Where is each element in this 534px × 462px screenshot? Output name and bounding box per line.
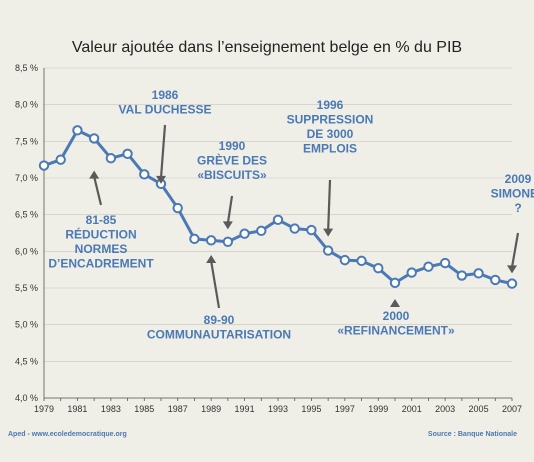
annotation-arrowhead [156, 175, 166, 184]
annotation-arrow [93, 176, 103, 206]
x-tick-label: 1979 [34, 404, 54, 414]
annotation-arrowhead [222, 221, 233, 230]
data-point [373, 263, 384, 274]
data-point [172, 202, 183, 214]
data-point [389, 277, 401, 289]
x-tick-label: 1981 [67, 404, 87, 414]
data-point [88, 133, 100, 144]
x-tick-label: 1983 [101, 404, 121, 414]
data-point [239, 228, 250, 239]
annotation-label: 89-90 COMMUNAUTARISATION [147, 313, 291, 342]
x-tick-label: 1993 [268, 404, 288, 414]
y-tick-label: 4,0 % [15, 393, 38, 403]
y-axis-ticks: 4,0 % 4,5 % 5,0 % 5,5 % 6,0 % 6,5 % 7,0 % 7,5 %… [15, 63, 38, 403]
x-tick-label: 1987 [168, 404, 188, 414]
data-point [139, 169, 150, 180]
footer-right: Source : Banque Nationale [428, 431, 517, 438]
y-tick-label: 8,0 % [15, 100, 38, 110]
y-tick-label: 7,0 % [15, 173, 38, 183]
annotation-arrow [210, 260, 221, 309]
data-point [256, 225, 267, 237]
data-point [339, 254, 351, 266]
y-tick-label: 4,5 % [15, 356, 38, 366]
data-point [289, 223, 300, 234]
annotation-label: 2009SIMONET? [491, 172, 534, 215]
y-tick-label: 7,5 % [15, 136, 38, 146]
annotation-arrowhead [206, 255, 217, 263]
data-point [105, 153, 117, 164]
data-point [406, 267, 417, 278]
annotation-label: 81-85 RÉDUCTION NORMES D’ENCADREMENT [48, 213, 154, 271]
x-tick-label: 2005 [469, 404, 489, 414]
y-tick-label: 5,5 % [15, 283, 38, 293]
data-point [38, 160, 50, 171]
annotation-arrowhead [323, 228, 334, 237]
annotation-label: 1990 GRÈVE DES «BISCUITS» [197, 139, 267, 182]
chart-annotations: 1986 VAL DUCHESSE 81-85 RÉDUCTION NORMES D’EN… [48, 88, 534, 342]
annotation-label: 1986 VAL DUCHESSE [119, 88, 212, 117]
x-tick-label: 2003 [435, 404, 455, 414]
x-tick-label: 2001 [402, 404, 422, 414]
annotation-arrowhead [390, 299, 400, 307]
data-point [72, 125, 83, 136]
x-tick-label: 2007 [502, 404, 522, 414]
data-point [490, 274, 501, 286]
x-tick-label: 1997 [335, 404, 355, 414]
annotation-arrowhead [507, 265, 517, 274]
data-point [473, 268, 484, 279]
x-tick-label: 1991 [235, 404, 255, 414]
x-tick-label: 1995 [301, 404, 321, 414]
y-tick-label: 6,5 % [15, 210, 38, 220]
data-point [456, 270, 468, 281]
annotation-arrowhead [89, 170, 100, 179]
x-tick-label: 1989 [201, 404, 221, 414]
annotation-arrow [226, 195, 234, 224]
data-point [205, 235, 217, 246]
chart-series [38, 125, 518, 289]
chart-title: Valeur ajoutée dans l’enseignement belge… [72, 39, 462, 56]
annotation-arrow [510, 232, 520, 268]
y-tick-label: 5,0 % [15, 320, 38, 330]
annotation-arrow [159, 124, 167, 178]
data-point [506, 278, 518, 289]
annotation-label: 1996 SUPPRESSION DE 3000 EMPLOIS [287, 98, 374, 156]
data-point [272, 214, 284, 226]
data-point [222, 236, 234, 248]
y-tick-label: 6,0 % [15, 246, 38, 256]
data-point [322, 245, 334, 256]
data-point [189, 233, 200, 245]
data-point [439, 257, 451, 269]
annotation-arrow [327, 179, 332, 231]
annotation-label: 2000 «REFINANCEMENT» [337, 309, 455, 338]
x-tick-label: 1999 [368, 404, 388, 414]
data-point [122, 148, 133, 160]
data-point [356, 255, 367, 267]
data-point [306, 224, 317, 236]
footer-left: Aped - www.ecoledemocratique.org [8, 431, 127, 438]
x-tick-label: 1985 [134, 404, 154, 414]
data-point [55, 154, 66, 165]
data-point [423, 261, 434, 272]
y-tick-label: 8,5 % [15, 63, 38, 73]
x-axis-ticks: 1979 1981 1983 1985 1987 1989 1991 1993 1995 1997… [34, 398, 522, 414]
